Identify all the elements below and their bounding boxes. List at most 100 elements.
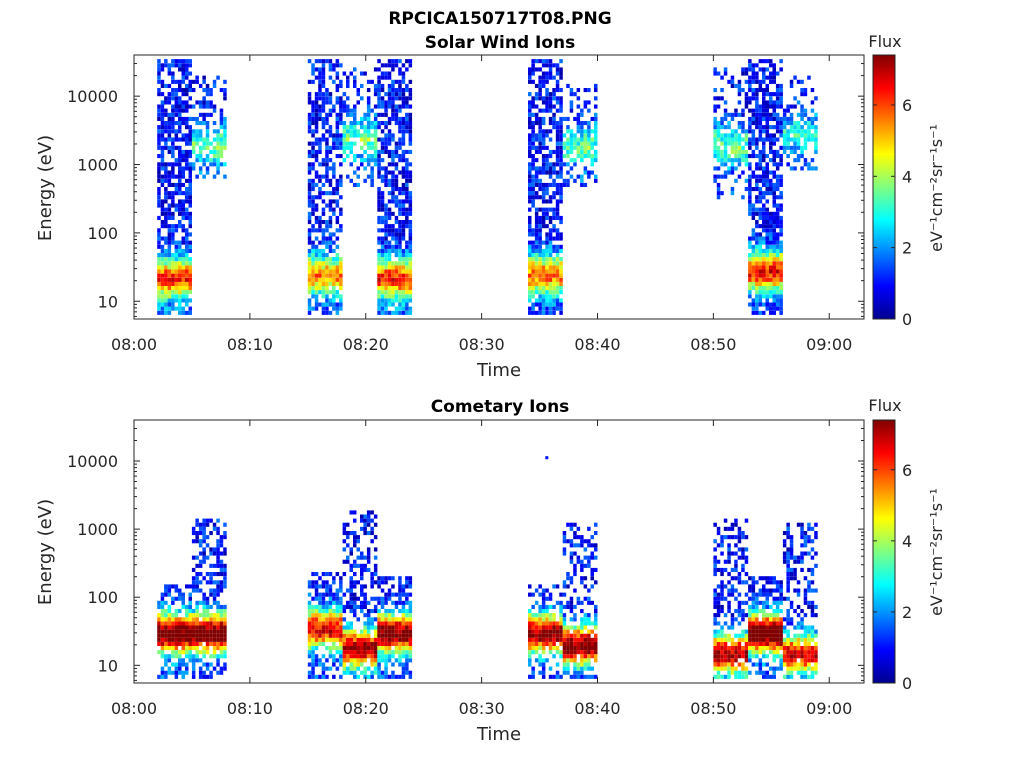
heatmap-cell (339, 100, 343, 105)
heatmap-cell (398, 88, 402, 93)
heatmap-cell (384, 211, 388, 216)
heatmap-cell (775, 195, 780, 200)
heatmap-cell (363, 129, 367, 134)
heatmap-cell (573, 141, 577, 146)
heatmap-cell (775, 244, 780, 249)
heatmap-cell (555, 637, 560, 642)
heatmap-cell (737, 572, 742, 577)
heatmap-cell (401, 617, 406, 622)
heatmap-cell (318, 112, 322, 117)
heatmap-cell (786, 137, 790, 142)
heatmap-cell (772, 646, 776, 651)
heatmap-cell (198, 170, 203, 175)
heatmap-cell (748, 59, 752, 64)
heatmap-cell (391, 162, 395, 167)
heatmap-cell (775, 580, 780, 585)
heatmap-cell (366, 88, 371, 93)
heatmap-cell (325, 88, 329, 93)
heatmap-cell (346, 658, 350, 663)
heatmap-cell (384, 248, 388, 253)
heatmap-cell (332, 170, 336, 175)
heatmap-cell (167, 207, 172, 212)
heatmap-cell (566, 637, 570, 642)
heatmap-cell (360, 154, 364, 159)
heatmap-cell (353, 125, 357, 130)
heatmap-cell (730, 75, 735, 80)
heatmap-cell (405, 129, 409, 134)
heatmap-cell (314, 116, 319, 121)
heatmap-cell (748, 207, 752, 212)
heatmap-cell (178, 112, 182, 117)
heatmap-cell (373, 535, 378, 540)
heatmap-cell (538, 236, 542, 241)
heatmap-cell (188, 116, 192, 121)
heatmap-cell (775, 174, 780, 179)
heatmap-cell (387, 71, 392, 76)
heatmap-cell (723, 658, 728, 663)
heatmap-cell (321, 228, 326, 233)
heatmap-cell (195, 75, 199, 80)
heatmap-cell (377, 121, 381, 126)
heatmap-cell (384, 141, 388, 146)
heatmap-cell (548, 220, 553, 225)
heatmap-cell (360, 604, 364, 609)
heatmap-cell (534, 207, 539, 212)
x-axis-label: Time (476, 360, 521, 381)
heatmap-cell (758, 641, 763, 646)
heatmap-cell (528, 662, 532, 667)
heatmap-cell (548, 174, 553, 179)
heatmap-cell (219, 609, 224, 614)
heatmap-cell (594, 637, 598, 642)
heatmap-cell (307, 253, 312, 258)
heatmap-cell (332, 240, 336, 245)
heatmap-cell (353, 633, 357, 638)
heatmap-cell (223, 547, 227, 552)
heatmap-cell (734, 133, 738, 138)
heatmap-cell (373, 162, 378, 167)
heatmap-cell (765, 588, 769, 593)
heatmap-cell (384, 621, 388, 626)
heatmap-cell (762, 125, 766, 130)
heatmap-cell (401, 298, 406, 303)
heatmap-cell (559, 269, 563, 274)
heatmap-cell (796, 145, 801, 150)
heatmap-cells (157, 456, 818, 679)
heatmap-cell (387, 116, 392, 121)
heatmap-cell (171, 79, 175, 84)
heatmap-cell (353, 154, 357, 159)
heatmap-cell (380, 302, 385, 307)
heatmap-cell (548, 253, 553, 258)
heatmap-cell (307, 248, 312, 253)
heatmap-cell (318, 302, 322, 307)
heatmap-cell (195, 633, 199, 638)
heatmap-cell (573, 604, 577, 609)
heatmap-cell (775, 88, 780, 93)
heatmap-cell (209, 531, 213, 536)
heatmap-cell (160, 273, 165, 278)
heatmap-cell (758, 116, 763, 121)
heatmap-cell (377, 650, 381, 655)
heatmap-cell (195, 555, 199, 560)
heatmap-cell (751, 141, 756, 146)
heatmap-cell (195, 572, 199, 577)
heatmap-cell (198, 145, 203, 150)
heatmap-cell (573, 641, 577, 646)
heatmap-cell (800, 79, 804, 84)
heatmap-cell (325, 228, 329, 233)
heatmap-cell (188, 629, 192, 634)
heatmap-cell (360, 116, 364, 121)
heatmap-cell (775, 96, 780, 101)
heatmap-cell (171, 670, 175, 675)
heatmap-cell (178, 621, 182, 626)
heatmap-cell (205, 518, 210, 523)
heatmap-cell (562, 539, 567, 544)
heatmap-cell (307, 92, 312, 97)
heatmap-cell (314, 641, 319, 646)
heatmap-cell (408, 170, 413, 175)
heatmap-cell (531, 96, 535, 101)
heatmap-cell (164, 674, 168, 679)
heatmap-cell (212, 625, 217, 630)
colorbar-tick-label: 4 (902, 167, 912, 186)
heatmap-cell (373, 617, 378, 622)
heatmap-cell (775, 187, 780, 192)
